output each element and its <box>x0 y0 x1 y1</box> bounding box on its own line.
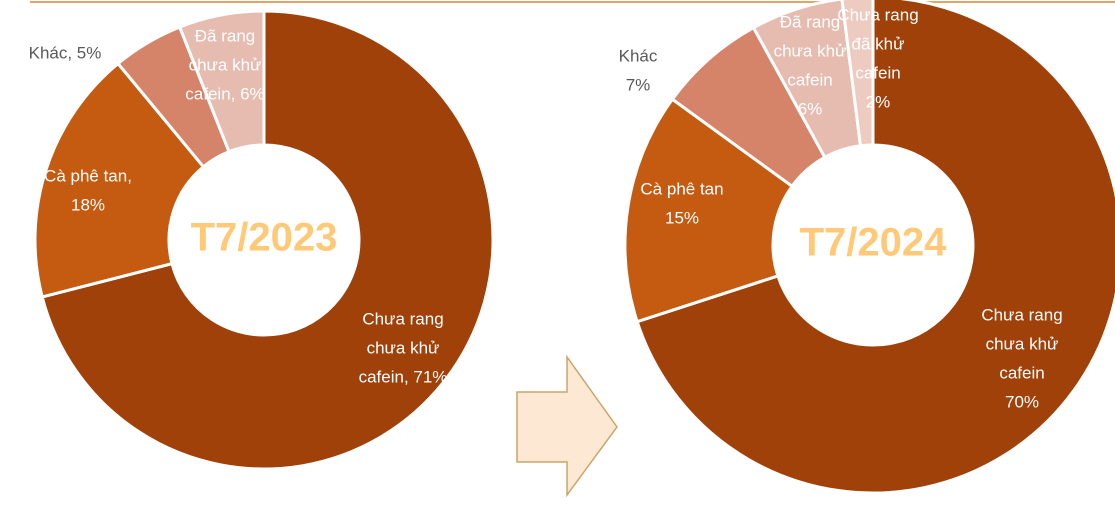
data-label: đã khử <box>852 34 905 53</box>
data-label: chưa khử <box>189 55 262 74</box>
data-label: Chưa rang <box>981 305 1062 324</box>
data-label: Đã rang <box>195 26 255 45</box>
data-label: Khác, 5% <box>29 43 102 62</box>
slice <box>33 61 206 299</box>
data-label: Khác <box>619 46 658 65</box>
data-label: chưa khử <box>986 334 1059 353</box>
data-label: cafein <box>855 63 900 82</box>
data-label: cafein <box>787 70 832 89</box>
data-label: 7% <box>626 75 651 94</box>
data-label: Cà phê tan, <box>44 166 132 185</box>
data-label: cafein <box>999 363 1044 382</box>
data-label: Cà phê tan <box>640 179 723 198</box>
data-label: chưa khử <box>367 338 440 357</box>
data-label: 15% <box>665 208 699 227</box>
data-label: cafein, 6% <box>185 84 264 103</box>
data-label: 2% <box>866 92 891 111</box>
slice <box>177 9 266 154</box>
data-label: chưa khử <box>774 41 847 60</box>
slice <box>751 0 863 160</box>
data-label: Chưa rang <box>837 5 918 24</box>
data-label: 70% <box>1005 392 1039 411</box>
data-label: Đã rang <box>780 12 840 31</box>
center-title: T7/2024 <box>800 221 948 265</box>
data-label: cafein, 71% <box>359 367 448 386</box>
center-title: T7/2023 <box>191 216 338 260</box>
slice <box>840 0 875 148</box>
data-label: Chưa rang <box>362 309 443 328</box>
slice <box>635 0 1115 495</box>
arrow <box>516 354 618 498</box>
slice <box>623 97 795 324</box>
data-label: 6% <box>798 99 823 118</box>
slice <box>40 9 495 471</box>
data-label: 18% <box>71 195 105 214</box>
